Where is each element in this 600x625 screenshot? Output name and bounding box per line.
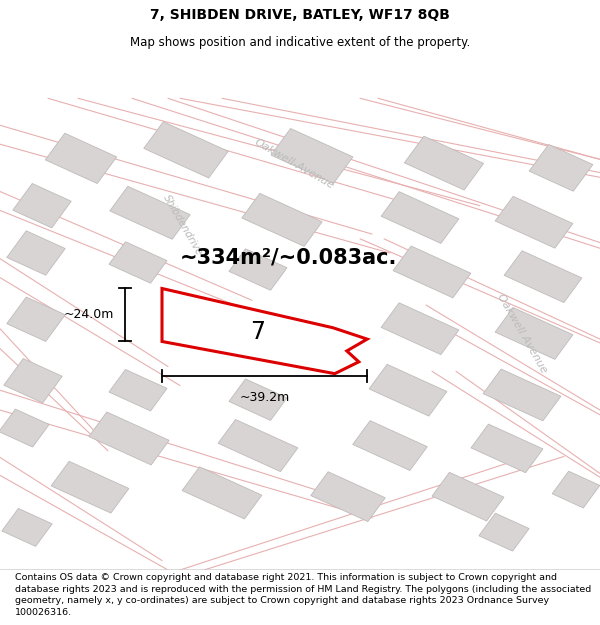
Polygon shape	[45, 133, 117, 184]
Polygon shape	[182, 467, 262, 519]
Polygon shape	[381, 192, 459, 243]
Polygon shape	[2, 509, 52, 546]
Polygon shape	[0, 409, 49, 447]
Polygon shape	[271, 129, 353, 184]
Text: ~24.0m: ~24.0m	[64, 309, 114, 321]
Polygon shape	[229, 379, 287, 421]
Polygon shape	[353, 421, 427, 471]
Polygon shape	[381, 302, 459, 354]
Text: Oakwell-Avenue: Oakwell-Avenue	[253, 137, 335, 191]
Polygon shape	[51, 461, 129, 513]
Polygon shape	[432, 472, 504, 521]
Polygon shape	[311, 472, 385, 521]
Text: Oakwell Avenue: Oakwell Avenue	[495, 292, 549, 375]
Polygon shape	[495, 196, 573, 248]
Polygon shape	[109, 242, 167, 283]
Polygon shape	[229, 249, 287, 290]
Polygon shape	[552, 471, 600, 508]
Polygon shape	[529, 144, 593, 191]
Text: Shibdendrive: Shibdendrive	[161, 193, 205, 258]
Polygon shape	[7, 231, 65, 275]
Polygon shape	[483, 369, 561, 421]
Polygon shape	[7, 297, 65, 341]
Text: 7, SHIBDEN DRIVE, BATLEY, WF17 8QB: 7, SHIBDEN DRIVE, BATLEY, WF17 8QB	[150, 8, 450, 22]
Text: 7: 7	[251, 320, 265, 344]
Polygon shape	[144, 122, 228, 178]
Polygon shape	[218, 419, 298, 472]
Polygon shape	[504, 251, 582, 302]
Polygon shape	[89, 412, 169, 465]
Polygon shape	[242, 193, 322, 246]
Text: Contains OS data © Crown copyright and database right 2021. This information is : Contains OS data © Crown copyright and d…	[15, 572, 591, 617]
Polygon shape	[369, 364, 447, 416]
Polygon shape	[4, 359, 62, 403]
Polygon shape	[109, 369, 167, 411]
Text: Map shows position and indicative extent of the property.: Map shows position and indicative extent…	[130, 36, 470, 49]
Polygon shape	[13, 184, 71, 228]
Polygon shape	[404, 136, 484, 190]
Polygon shape	[162, 289, 367, 374]
Polygon shape	[393, 246, 471, 298]
Polygon shape	[110, 186, 190, 239]
Polygon shape	[471, 424, 543, 472]
Text: ~39.2m: ~39.2m	[239, 391, 290, 404]
Polygon shape	[495, 308, 573, 359]
Polygon shape	[479, 513, 529, 551]
Text: ~334m²/~0.083ac.: ~334m²/~0.083ac.	[180, 248, 397, 268]
